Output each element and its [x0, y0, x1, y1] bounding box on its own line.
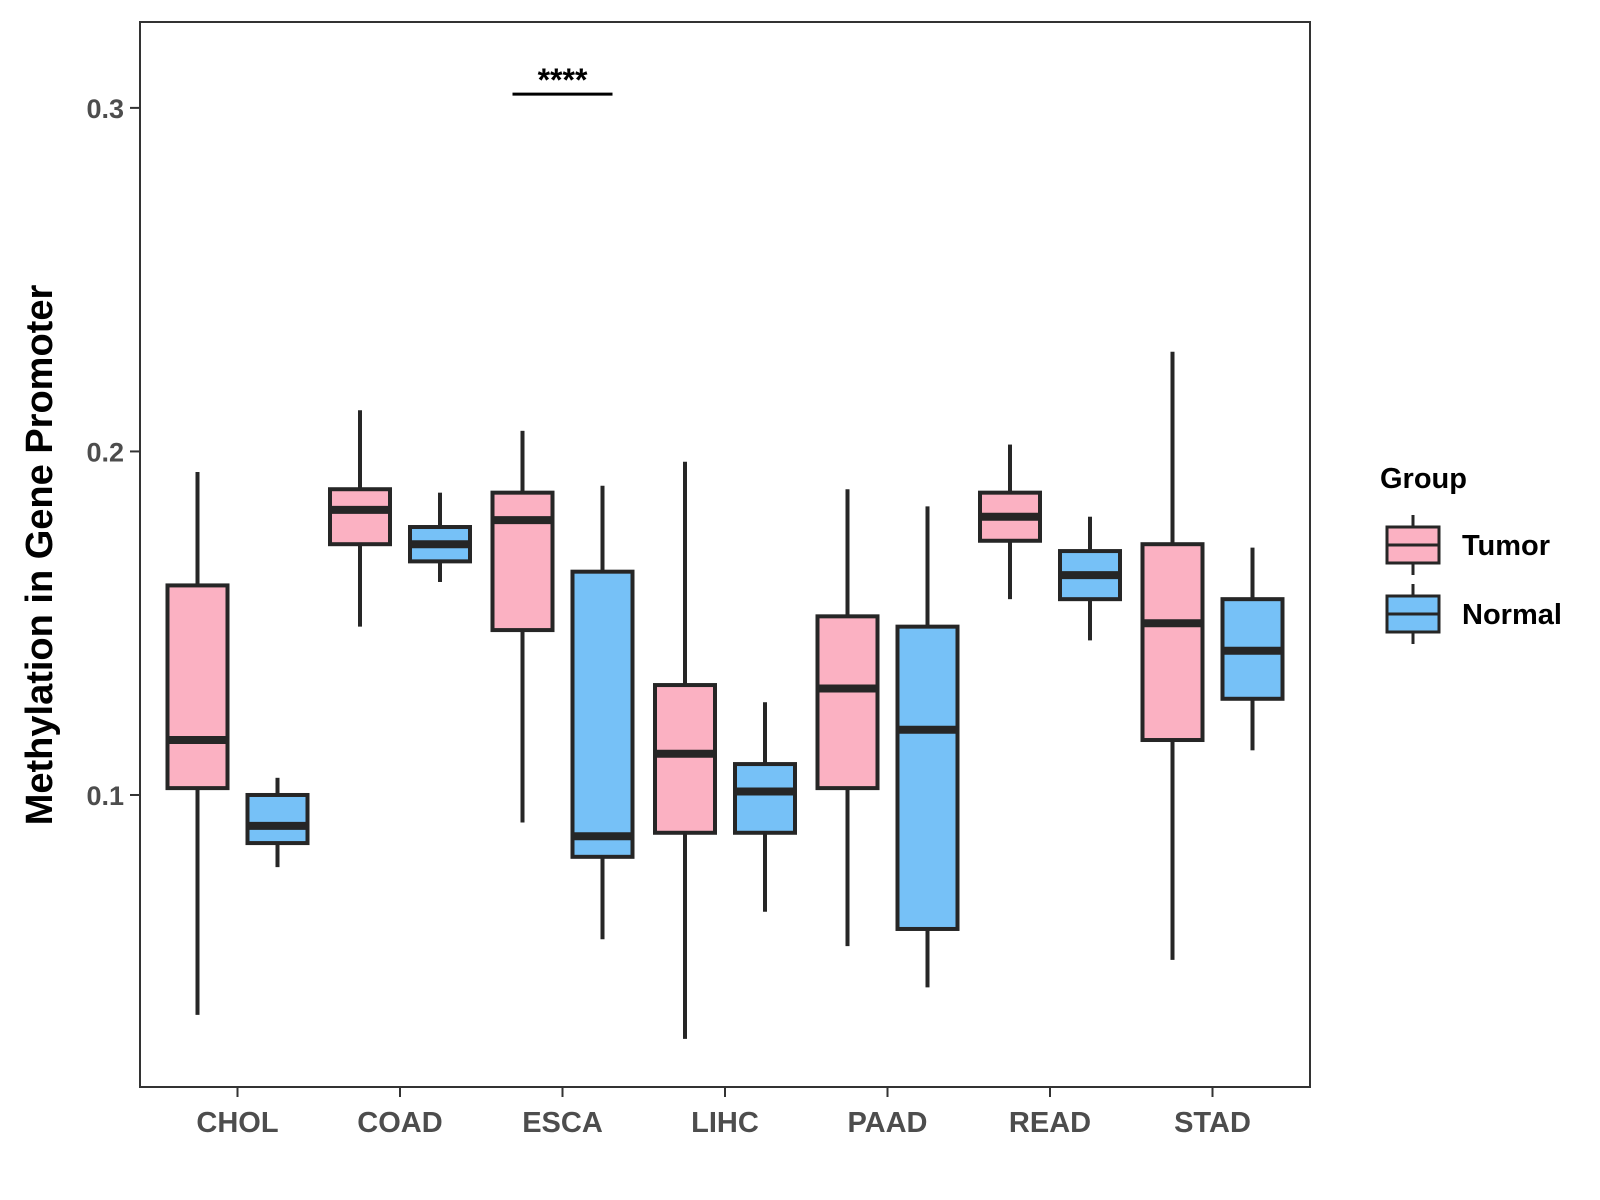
- box-iqr: [490, 490, 555, 633]
- x-tick-label-esca: ESCA: [522, 1107, 603, 1139]
- box-tumor-paad: [815, 489, 880, 947]
- box-iqr: [1140, 542, 1205, 743]
- box-iqr: [570, 569, 635, 859]
- legend-title: Group: [1380, 463, 1467, 495]
- x-axis: CHOL COAD ESCA LIHC PAAD READ STAD: [196, 1087, 1251, 1139]
- x-tick-label-read: READ: [1009, 1107, 1091, 1139]
- box-tumor-esca: [490, 430, 555, 823]
- x-tick-label-stad: STAD: [1174, 1107, 1251, 1139]
- box-tumor-stad: [1140, 351, 1205, 960]
- significance-label: ****: [538, 62, 588, 98]
- box-iqr: [165, 583, 230, 791]
- box-normal-esca: [570, 485, 635, 940]
- y-axis-title: Methylation in Gene Promoter: [19, 285, 61, 826]
- legend-label: Normal: [1462, 599, 1562, 631]
- box-iqr: [895, 624, 960, 931]
- x-tick-label-paad: PAAD: [847, 1107, 927, 1139]
- significance-layer: ****: [512, 62, 613, 98]
- box-normal-lihc: [733, 702, 797, 912]
- box-iqr: [328, 487, 392, 547]
- legend-label: Tumor: [1462, 530, 1550, 562]
- legend: Group Tumor Normal: [1380, 463, 1562, 644]
- box-iqr: [815, 614, 880, 791]
- box-normal-stad: [1220, 547, 1285, 751]
- x-tick-label-lihc: LIHC: [691, 1107, 759, 1139]
- legend-entry-tumor: Tumor: [1385, 515, 1550, 575]
- legend-entry-normal: Normal: [1385, 584, 1562, 644]
- y-tick-label: 0.3: [86, 94, 124, 124]
- box-tumor-coad: [328, 410, 392, 627]
- box-tumor-read: [978, 444, 1042, 600]
- box-normal-paad: [895, 506, 960, 988]
- box-tumor-chol: [165, 472, 230, 1015]
- box-iqr: [245, 792, 310, 846]
- y-tick-label: 0.1: [86, 781, 124, 811]
- box-iqr: [733, 762, 797, 835]
- box-tumor-lihc: [653, 461, 717, 1039]
- y-tick-label: 0.2: [86, 437, 124, 467]
- box-normal-coad: [408, 492, 472, 582]
- x-tick-label-chol: CHOL: [196, 1107, 278, 1139]
- box-iqr: [653, 683, 717, 835]
- x-tick-label-coad: COAD: [357, 1107, 442, 1139]
- box-normal-chol: [245, 777, 310, 868]
- y-axis: 0.1 0.2 0.3: [86, 94, 140, 811]
- box-layer: [165, 351, 1285, 1039]
- plot-panel: [139, 21, 1311, 1088]
- box-normal-read: [1058, 516, 1122, 641]
